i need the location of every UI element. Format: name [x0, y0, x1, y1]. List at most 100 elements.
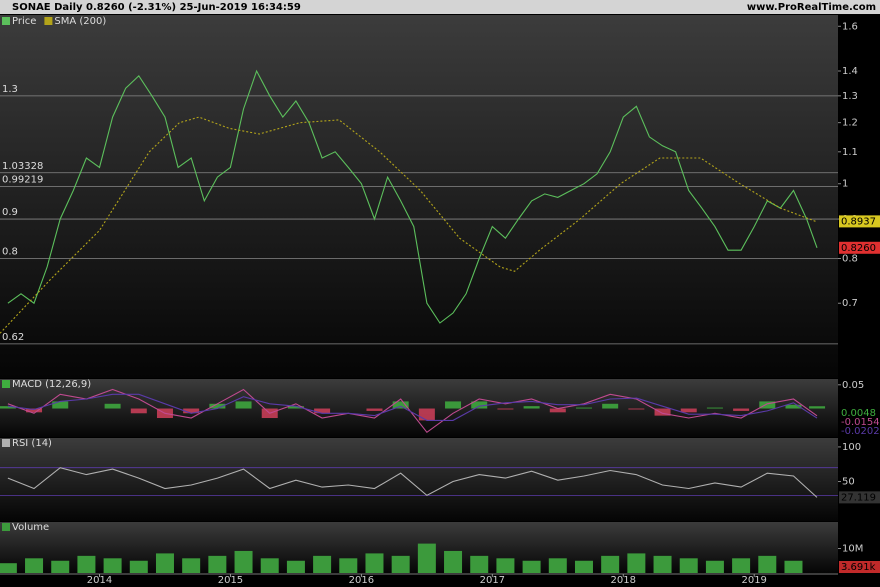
histogram-bar	[209, 403, 226, 409]
volume-bar	[391, 555, 410, 573]
last-value-label: 0.8937	[841, 216, 876, 227]
header-title: SONAE Daily 0.8260 (-2.31%) 25-Jun-2019 …	[12, 2, 301, 13]
legend-label: Volume	[12, 522, 49, 533]
legend-label: SMA (200)	[54, 16, 106, 27]
histogram-bar	[602, 403, 619, 409]
legend-label: MACD (12,26,9)	[12, 379, 91, 390]
histogram-bar	[183, 408, 200, 414]
y-tick-label: 1	[842, 179, 848, 190]
volume-bar	[601, 555, 620, 573]
level-label: 0.99219	[2, 174, 43, 185]
volume-bar	[574, 560, 593, 573]
volume-bar	[627, 553, 646, 573]
volume-bar	[496, 558, 515, 573]
histogram-bar	[654, 408, 671, 416]
histogram-bar	[523, 406, 540, 409]
legend-swatch	[2, 380, 10, 388]
header-site: www.ProRealTime.com	[747, 2, 876, 13]
x-tick-label: 2019	[741, 575, 766, 586]
last-value-box	[839, 241, 880, 254]
x-tick-label: 2016	[349, 575, 374, 586]
volume-bar	[155, 553, 174, 573]
volume-bar	[103, 558, 122, 573]
volume-bar	[77, 555, 96, 573]
y-tick-label: 0.7	[842, 298, 858, 309]
series-line	[7, 69, 818, 324]
volume-bar	[260, 558, 279, 573]
series-line	[0, 116, 816, 334]
histogram-bar	[418, 408, 435, 421]
histogram-bar	[497, 408, 514, 410]
level-label: 1.3	[2, 84, 18, 95]
volume-bar	[339, 558, 358, 573]
x-tick-label: 2017	[480, 575, 505, 586]
volume-bar	[0, 563, 17, 573]
histogram-bar	[104, 403, 121, 409]
histogram-bar	[52, 401, 69, 409]
y-tick-label: 1.4	[842, 66, 858, 77]
histogram-bar	[706, 407, 723, 409]
volume-bar	[679, 558, 698, 573]
y-tick-label: 10M	[842, 544, 863, 555]
last-value-box	[839, 561, 880, 573]
volume-bar	[444, 550, 463, 573]
volume-bar	[758, 555, 777, 573]
volume-bar	[784, 560, 803, 573]
y-tick-label: 0.05	[842, 380, 864, 391]
y-tick-label: 50	[842, 477, 855, 488]
x-tick-label: 2018	[611, 575, 636, 586]
last-value-label: -0.0154	[841, 417, 880, 428]
x-tick-label: 2014	[87, 575, 112, 586]
volume-bar	[286, 560, 305, 573]
histogram-bar	[26, 408, 43, 413]
legend-label: RSI (14)	[12, 438, 52, 449]
price-pane	[0, 15, 838, 378]
legend-label: Price	[12, 16, 36, 27]
histogram-bar	[549, 408, 566, 413]
volume-bar	[182, 558, 201, 573]
level-label: 0.8	[2, 247, 18, 258]
volume-bar	[470, 555, 489, 573]
volume-bar	[548, 558, 567, 573]
volume-bar	[313, 555, 332, 573]
legend-swatch	[2, 17, 10, 25]
macd-pane	[0, 379, 838, 437]
volume-bar	[653, 555, 672, 573]
volume-bar	[365, 553, 384, 573]
legend-swatch	[2, 523, 10, 531]
series-line	[7, 393, 818, 421]
volume-bar	[705, 560, 724, 573]
level-label: 0.62	[2, 332, 24, 343]
last-value-box	[839, 215, 880, 228]
histogram-bar	[445, 401, 462, 409]
last-value-label: 0.0048	[841, 408, 876, 419]
series-line	[7, 388, 818, 434]
y-tick-label: 100	[842, 442, 861, 453]
volume-bar	[51, 560, 70, 573]
y-tick-label: 1.2	[842, 118, 858, 129]
histogram-bar	[733, 408, 750, 411]
level-label: 1.03328	[2, 161, 43, 172]
histogram-bar	[366, 408, 383, 411]
histogram-bar	[235, 401, 252, 409]
histogram-bar	[628, 408, 645, 410]
histogram-bar	[809, 406, 826, 409]
x-tick-label: 2015	[218, 575, 243, 586]
volume-bar	[208, 555, 227, 573]
volume-bar	[522, 560, 541, 573]
histogram-bar	[575, 407, 592, 409]
legend-swatch	[2, 439, 10, 447]
volume-bar	[732, 558, 751, 573]
histogram-bar	[130, 408, 147, 414]
volume-bar	[25, 558, 44, 573]
last-value-box	[839, 491, 880, 504]
histogram-bar	[314, 408, 331, 414]
y-tick-label: 1.1	[842, 147, 858, 158]
y-tick-label: 1.6	[842, 21, 858, 32]
legend-swatch	[44, 17, 53, 25]
series-line	[7, 467, 818, 498]
level-label: 0.9	[2, 207, 18, 218]
rsi-pane	[0, 438, 838, 521]
volume-bar	[234, 550, 253, 573]
